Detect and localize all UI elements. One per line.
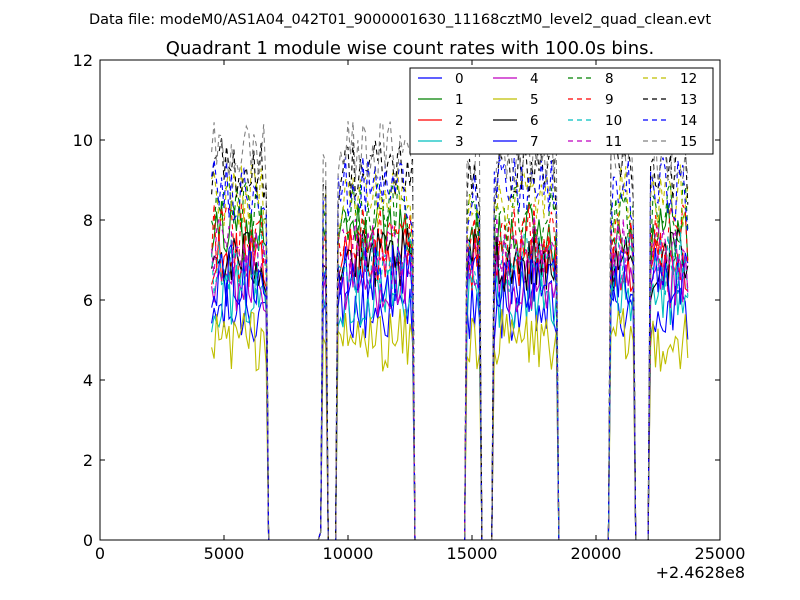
- legend-label-8: 8: [605, 71, 614, 87]
- series-line-0: [211, 279, 689, 541]
- legend-label-14: 14: [680, 113, 697, 129]
- legend-label-12: 12: [680, 71, 697, 87]
- legend-label-9: 9: [605, 92, 614, 108]
- legend-label-5: 5: [530, 92, 539, 108]
- legend-label-0: 0: [455, 71, 464, 87]
- x-offset-label: +2.4628e8: [656, 563, 745, 582]
- x-tick-label: 5000: [204, 544, 245, 563]
- series-line-13: [211, 136, 689, 541]
- series-line-4: [211, 252, 689, 541]
- series-line-5: [211, 308, 689, 541]
- legend-label-6: 6: [530, 113, 539, 129]
- y-tick-label: 0: [83, 531, 93, 550]
- x-tick-label: 15000: [447, 544, 498, 563]
- y-tick-label: 6: [83, 291, 93, 310]
- series-line-3: [211, 264, 689, 541]
- series-line-11: [211, 216, 689, 541]
- y-tick-label: 8: [83, 211, 93, 230]
- legend-label-1: 1: [455, 92, 464, 108]
- legend-label-2: 2: [455, 113, 464, 129]
- y-tick-label: 4: [83, 371, 93, 390]
- legend-box: [409, 67, 714, 155]
- series-line-12: [211, 164, 689, 541]
- legend-label-13: 13: [680, 92, 697, 108]
- x-tick-label: 20000: [571, 544, 622, 563]
- legend-label-7: 7: [530, 134, 539, 150]
- y-tick-label: 2: [83, 451, 93, 470]
- x-tick-label: 25000: [695, 544, 746, 563]
- series-layer: [211, 119, 689, 541]
- x-tick-label: 0: [95, 544, 105, 563]
- legend-label-15: 15: [680, 134, 697, 150]
- x-tick-label: 10000: [323, 544, 374, 563]
- y-tick-label: 10: [73, 131, 93, 150]
- legend-label-3: 3: [455, 134, 464, 150]
- legend-label-11: 11: [605, 134, 622, 150]
- chart-title: Quadrant 1 module wise count rates with …: [166, 38, 655, 59]
- legend-label-4: 4: [530, 71, 539, 87]
- y-tick-label: 12: [73, 51, 93, 70]
- legend-label-10: 10: [605, 113, 622, 129]
- chart-suptitle: Data file: modeM0/AS1A04_042T01_90000016…: [89, 12, 711, 28]
